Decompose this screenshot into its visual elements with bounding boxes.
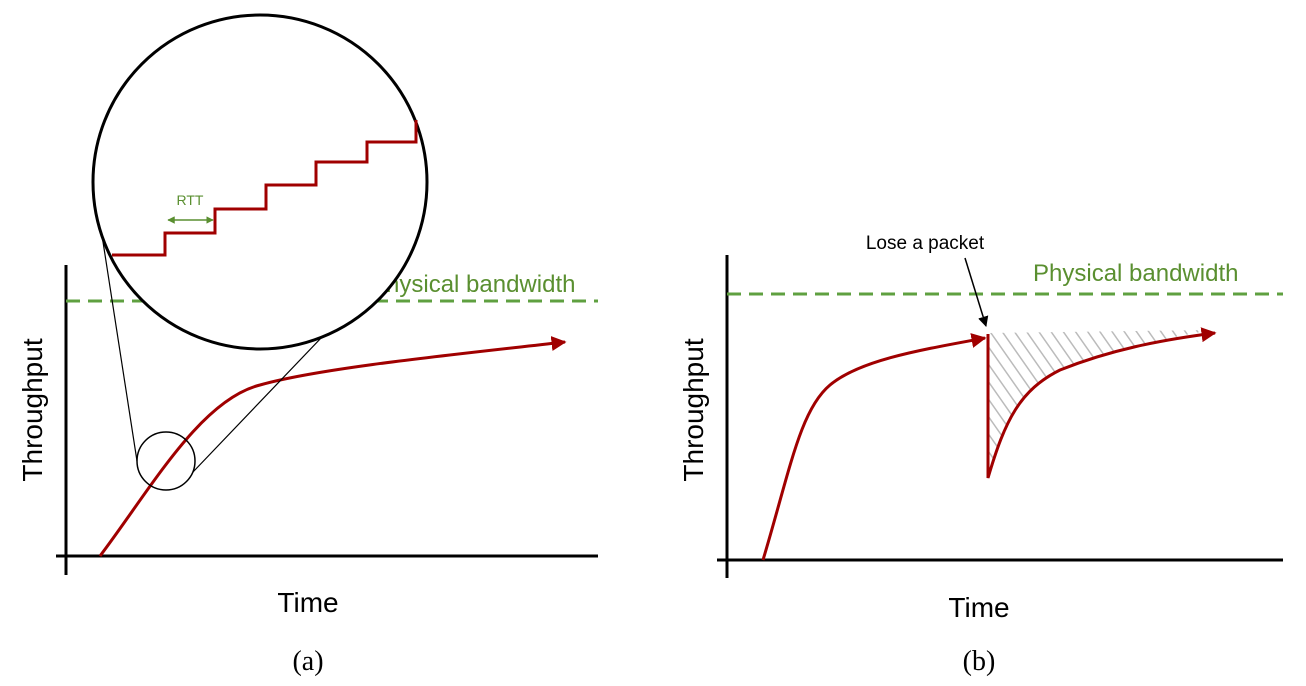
panel-b: Physical bandwidth Lose a packet Through… bbox=[678, 233, 1283, 677]
zoom-circle bbox=[91, 13, 429, 351]
panel-a: Physical bandwidth RTT Throughput Time (… bbox=[17, 13, 598, 677]
y-label: Throughput bbox=[678, 338, 709, 481]
throughput-curve bbox=[986, 327, 1217, 479]
y-label: Throughput bbox=[17, 338, 48, 481]
annotation: Lose a packet bbox=[866, 233, 985, 254]
staircase bbox=[112, 120, 418, 257]
annotation-arrow bbox=[964, 257, 989, 328]
throughput-curve bbox=[98, 336, 567, 557]
lost-area bbox=[988, 330, 1210, 478]
throughput-curve bbox=[761, 333, 987, 561]
zoom-line bbox=[98, 215, 138, 462]
x-label: Time bbox=[277, 587, 338, 618]
rtt-label: RTT bbox=[177, 192, 204, 208]
caption: (a) bbox=[292, 646, 323, 677]
zoom-spot bbox=[136, 431, 196, 491]
x-label: Time bbox=[948, 592, 1009, 623]
caption: (b) bbox=[963, 646, 996, 677]
bandwidth-label: Physical bandwidth bbox=[370, 271, 575, 298]
bandwidth-label: Physical bandwidth bbox=[1033, 260, 1238, 287]
